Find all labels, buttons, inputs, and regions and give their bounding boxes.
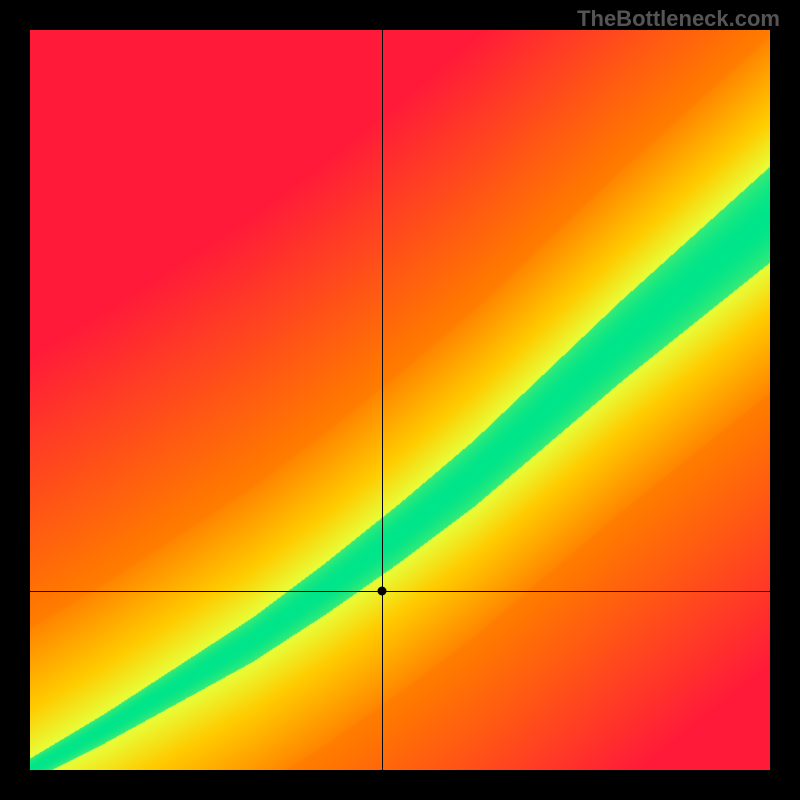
crosshair-horizontal (30, 591, 770, 592)
chart-container: TheBottleneck.com (0, 0, 800, 800)
watermark-text: TheBottleneck.com (577, 6, 780, 32)
crosshair-vertical (382, 30, 383, 770)
plot-area (30, 30, 770, 770)
crosshair-marker[interactable] (377, 586, 386, 595)
heatmap-canvas (30, 30, 770, 770)
